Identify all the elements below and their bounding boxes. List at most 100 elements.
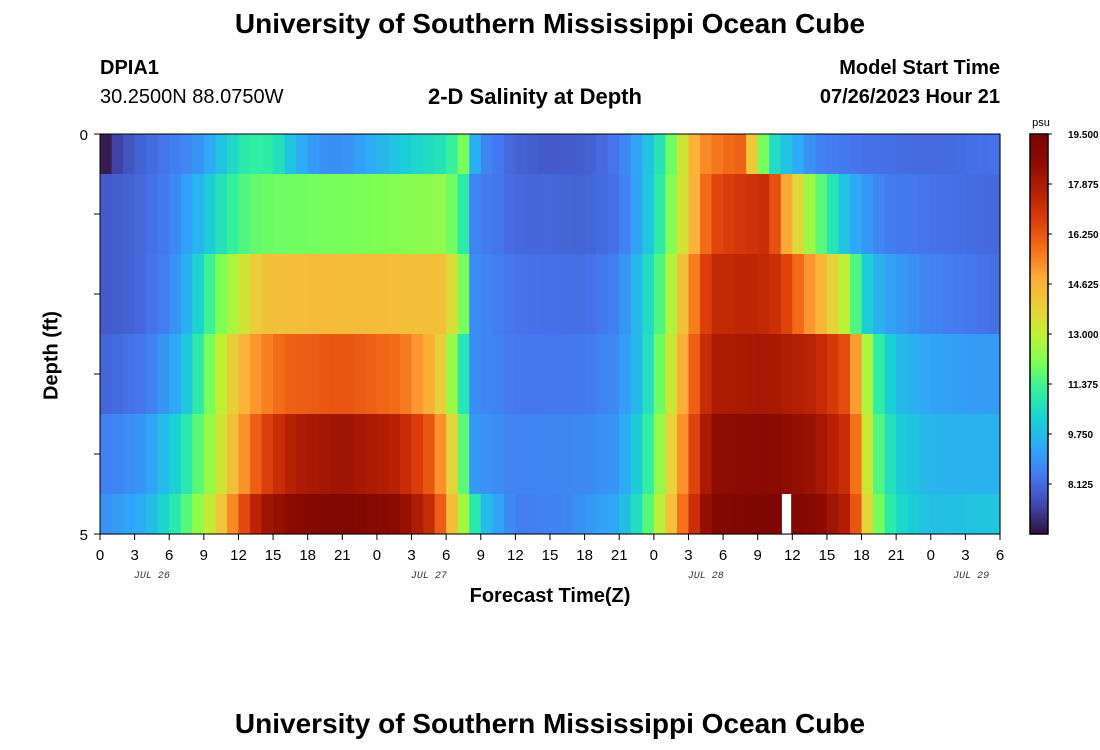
colorbar-tick-label: 9.750 xyxy=(1068,430,1093,441)
heatmap-cell xyxy=(446,414,459,495)
heatmap-cell xyxy=(723,334,736,415)
x-tick-label: 0 xyxy=(650,547,658,564)
heatmap-cell xyxy=(850,254,863,335)
heatmap-cell xyxy=(850,134,863,175)
heatmap-cell xyxy=(630,254,643,335)
heatmap-cell xyxy=(215,334,228,415)
heatmap-cell xyxy=(146,134,159,175)
heatmap-cell xyxy=(273,254,286,335)
chart-subtitle: 2-D Salinity at Depth xyxy=(428,84,642,109)
heatmap-cell xyxy=(550,254,563,335)
heatmap-cell xyxy=(526,414,540,495)
heatmap-cell xyxy=(411,134,424,175)
colorbar-tick-label: 17.875 xyxy=(1068,180,1099,191)
heatmap-cell xyxy=(850,334,863,415)
heatmap-cell xyxy=(953,334,966,415)
heatmap-cell xyxy=(803,254,816,335)
heatmap-cell xyxy=(492,134,505,175)
heatmap-cell xyxy=(353,414,366,495)
heatmap-cell xyxy=(665,414,678,495)
heatmap-cell xyxy=(226,334,240,415)
x-tick-label: 9 xyxy=(200,547,208,564)
heatmap-cell xyxy=(838,174,851,255)
heatmap-cell xyxy=(919,414,932,495)
heatmap-cell xyxy=(273,334,286,415)
heatmap-cell xyxy=(353,174,366,255)
heatmap-cell xyxy=(411,254,424,335)
heatmap-cell xyxy=(642,174,655,255)
heatmap-cell xyxy=(734,334,747,415)
heatmap-cell xyxy=(976,254,990,335)
x-tick-label: 18 xyxy=(299,547,316,564)
heatmap-cell xyxy=(480,334,493,415)
heatmap-cell xyxy=(111,414,124,495)
heatmap-cell xyxy=(503,334,516,415)
x-tick-label: 3 xyxy=(130,547,138,564)
heatmap-cell xyxy=(434,174,447,255)
heatmap-cell xyxy=(596,254,609,335)
heatmap-cell xyxy=(976,334,990,415)
heatmap-cell xyxy=(434,134,447,175)
heatmap-cell xyxy=(619,174,632,255)
heatmap-cell xyxy=(457,174,470,255)
heatmap-cell xyxy=(319,414,332,495)
heatmap-cell xyxy=(469,174,482,255)
heatmap-cell xyxy=(192,174,205,255)
heatmap-cell xyxy=(596,414,609,495)
heatmap-cell xyxy=(550,494,563,535)
station-coordinates: 30.2500N 88.0750W xyxy=(100,86,284,108)
heatmap-cell xyxy=(676,174,690,255)
heatmap-cell xyxy=(307,414,320,495)
heatmap-cell xyxy=(942,334,955,415)
heatmap-cell xyxy=(907,414,920,495)
heatmap-cell xyxy=(711,134,724,175)
heatmap-cell xyxy=(930,334,943,415)
heatmap-cell xyxy=(826,174,840,255)
heatmap-cell xyxy=(953,134,966,175)
heatmap-cell xyxy=(319,254,332,335)
heatmap-cell xyxy=(353,134,366,175)
heatmap-cell xyxy=(561,334,574,415)
heatmap-cell xyxy=(700,414,713,495)
heatmap-cell xyxy=(907,334,920,415)
heatmap-cell xyxy=(526,174,540,255)
heatmap-cell xyxy=(307,254,320,335)
heatmap-cell xyxy=(561,414,574,495)
heatmap-cell xyxy=(930,134,943,175)
heatmap-cell xyxy=(526,494,540,535)
heatmap-cell xyxy=(492,174,505,255)
heatmap-cell xyxy=(353,334,366,415)
heatmap-cell xyxy=(826,414,840,495)
heatmap-cell xyxy=(342,334,355,415)
heatmap-cell xyxy=(457,254,470,335)
heatmap-cell xyxy=(688,494,701,535)
heatmap-cell xyxy=(365,494,378,535)
heatmap-cell xyxy=(930,494,943,535)
heatmap-cell xyxy=(307,494,320,535)
heatmap-cell xyxy=(734,134,747,175)
heatmap-cell xyxy=(446,134,459,175)
heatmap-cell xyxy=(169,254,182,335)
heatmap-cell xyxy=(180,134,193,175)
x-date-label: JUL 29 xyxy=(953,571,989,582)
heatmap-cell xyxy=(561,134,574,175)
heatmap-cell xyxy=(769,254,782,335)
x-tick-label: 15 xyxy=(542,547,559,564)
heatmap-cell xyxy=(584,254,597,335)
heatmap-cell xyxy=(665,494,678,535)
heatmap-cell xyxy=(169,174,182,255)
heatmap-cell xyxy=(815,134,828,175)
heatmap-cell xyxy=(873,334,886,415)
heatmap-cell xyxy=(457,334,470,415)
heatmap-cell xyxy=(376,174,390,255)
heatmap-cell xyxy=(873,414,886,495)
heatmap-cell xyxy=(653,174,666,255)
heatmap-cell xyxy=(803,494,816,535)
heatmap-cell xyxy=(896,414,909,495)
heatmap-cell xyxy=(734,494,747,535)
heatmap-cell xyxy=(319,174,332,255)
heatmap-cell xyxy=(734,174,747,255)
heatmap-cell xyxy=(134,334,147,415)
heatmap-cell xyxy=(203,134,216,175)
heatmap-cell xyxy=(711,494,724,535)
